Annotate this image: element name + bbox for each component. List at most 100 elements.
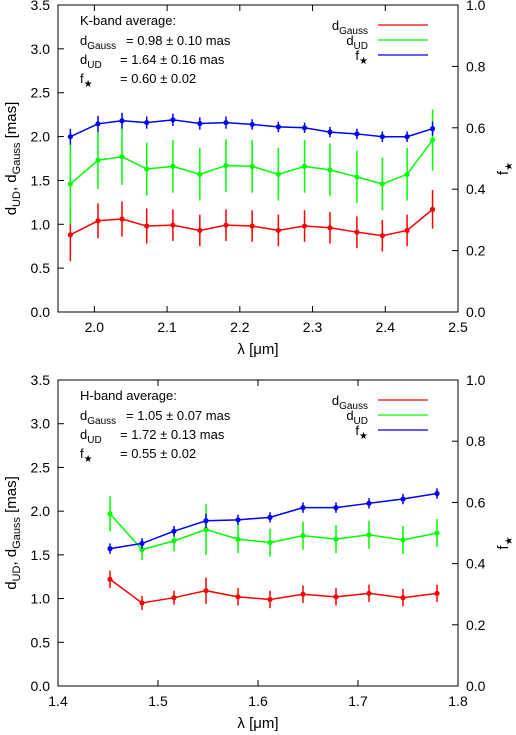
y-tick-label: 0.5 [31,634,51,650]
data-point [197,171,203,177]
data-point [400,496,406,502]
data-point [249,121,255,128]
data-point [429,206,436,212]
data-point [354,131,360,137]
data-point [267,514,273,520]
data-point [95,121,101,127]
y2-tick-label: 0.8 [466,58,486,74]
data-point [235,594,241,600]
annotation-symbol: f★ [80,71,93,90]
y2-axis-title: f★ [495,536,515,549]
annotation-symbol: dGauss [80,408,116,427]
data-point [333,594,339,600]
series-line [109,492,438,550]
data-point [379,181,385,187]
data-point [107,546,113,552]
y2-tick-label: 0.2 [466,243,486,259]
data-point [275,227,281,234]
y2-tick-label: 0.4 [466,556,486,572]
annotation-value: = 1.05 ± 0.07 mas [126,408,231,423]
data-point [223,162,229,169]
annotation-symbol: dUD [80,52,102,71]
data-point [404,171,410,177]
y2-tick-label: 1.0 [466,372,486,388]
y-tick-label: 1.0 [31,216,51,232]
y-tick-label: 3.5 [31,0,51,13]
data-point [119,118,125,124]
data-point [429,126,436,132]
data-point [400,595,406,601]
data-point [300,533,306,539]
y-tick-label: 2.0 [31,129,51,145]
data-point [144,223,150,229]
data-point [119,154,125,160]
data-point [333,505,339,511]
y-tick-label: 2.5 [31,459,51,475]
annotation-symbol: dUD [80,427,102,446]
annotation-value: = 0.55 ± 0.02 [120,446,196,461]
data-point [366,590,372,596]
y-tick-label: 3.5 [31,372,51,388]
x-tick-label: 1.7 [348,693,368,709]
data-point [171,538,177,544]
y2-tick-label: 0.4 [466,181,486,197]
data-point [434,530,440,536]
y-tick-label: 0.0 [31,678,51,694]
x-tick-label: 1.6 [248,693,268,709]
data-point [404,227,410,234]
annotation-value: = 1.72 ± 0.13 mas [120,427,225,442]
data-point [144,166,150,172]
data-point [203,518,209,524]
x-tick-label: 2.0 [85,319,105,335]
y2-tick-label: 0.0 [466,304,486,320]
annotation-value: = 0.98 ± 0.10 mas [126,33,231,48]
plot-frame [57,4,459,313]
y-tick-label: 3.0 [31,416,51,432]
x-tick-label: 2.5 [448,319,468,335]
data-point [275,171,281,177]
data-point [267,596,273,603]
annotation-symbol: f★ [80,446,93,465]
y-tick-label: 1.5 [31,547,51,563]
data-point [144,119,150,126]
data-point [249,223,255,229]
data-point [434,490,440,497]
y-tick-label: 0.5 [31,260,51,276]
data-point [170,222,176,228]
panel-0: 2.0 2.1 2.2 2.3 2.4 2.50.00.51.01.52.02.53.03… [3,0,515,358]
series-line [109,578,438,604]
data-point [275,124,281,130]
data-point [139,540,145,547]
y2-tick-label: 1.0 [466,0,486,13]
x-tick-label: 2.2 [230,319,250,335]
data-point [107,576,113,582]
annotation-symbol: dGauss [80,33,116,52]
x-axis-title: λ [μm] [237,715,278,732]
data-point [171,595,177,601]
data-point [67,134,73,140]
data-point [171,528,177,534]
y2-axis-title: f★ [495,162,515,175]
x-tick-label: 2.3 [303,319,323,335]
y-axis-title: dUD, dGauss [mas] [3,476,23,590]
data-point [354,174,360,180]
data-point [249,163,255,169]
data-point [366,532,372,538]
x-tick-label: 1.5 [148,693,168,709]
legend-label: f★ [355,423,368,442]
y-tick-label: 0.0 [31,304,51,320]
x-tick-label: 2.1 [157,319,177,335]
legend-label: dGauss [332,393,368,412]
data-point [235,517,241,523]
annotation-title: K-band average: [80,13,176,28]
data-point [267,540,273,546]
y-axis-title: dUD, dGauss [mas] [3,102,23,216]
data-point [400,537,406,543]
data-point [379,134,385,140]
data-point [203,526,209,533]
legend-label: dUD [346,408,368,427]
annotation-title: H-band average: [80,388,177,403]
data-point [197,120,203,127]
annotation-value: = 0.60 ± 0.02 [120,71,196,86]
